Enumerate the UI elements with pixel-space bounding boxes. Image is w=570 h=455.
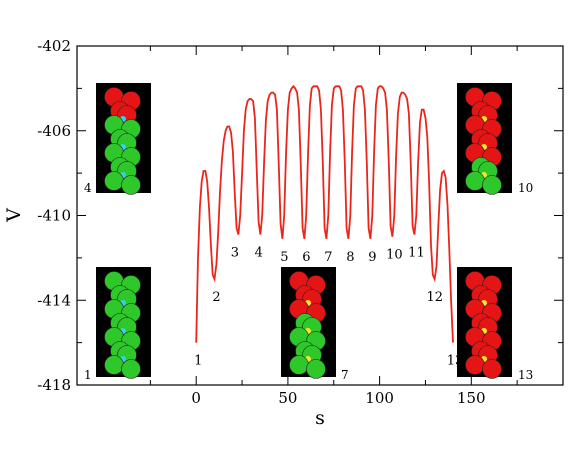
y-tick-label: -410	[37, 207, 71, 225]
atom	[121, 359, 141, 379]
point-label: 11	[408, 246, 425, 261]
point-label: 7	[324, 250, 332, 265]
x-axis-label: s	[315, 407, 325, 429]
point-label: 9	[368, 250, 376, 265]
atom	[482, 175, 502, 195]
inset-label: 10	[518, 181, 533, 195]
atom	[104, 355, 124, 375]
atom	[482, 359, 502, 379]
y-axis-label: V	[3, 208, 25, 223]
molecule-inset: 10	[457, 83, 533, 195]
point-label: 8	[346, 250, 354, 265]
y-tick-label: -402	[37, 37, 71, 55]
point-label: 4	[255, 246, 263, 261]
molecule-insets: 4 101 7 13	[84, 83, 533, 382]
y-tick-label: -418	[37, 376, 71, 394]
molecule-inset: 13	[457, 267, 533, 382]
atom	[104, 171, 124, 191]
atom	[306, 359, 326, 379]
point-label: 12	[427, 290, 444, 305]
inset-label: 1	[84, 368, 92, 382]
axis-ticks: 0 50 100 150 -402 -406 -410 -414 -418	[37, 37, 563, 407]
point-label: 10	[386, 248, 403, 263]
point-label: 2	[212, 290, 220, 305]
point-label: 6	[302, 250, 310, 265]
molecule-inset: 4	[84, 83, 151, 195]
atom	[289, 355, 309, 375]
atom	[465, 171, 485, 191]
x-tick-label: 100	[365, 389, 394, 407]
inset-label: 13	[518, 368, 533, 382]
molecule-inset: 7	[281, 267, 349, 382]
y-tick-label: -406	[37, 122, 71, 140]
energy-curve	[195, 84, 454, 343]
x-tick-label: 0	[191, 389, 201, 407]
inset-label: 4	[84, 181, 92, 195]
inset-label: 7	[341, 368, 349, 382]
x-tick-label: 150	[457, 389, 486, 407]
point-label: 1	[194, 354, 202, 369]
atom	[465, 355, 485, 375]
y-tick-label: -414	[37, 291, 71, 309]
x-tick-label: 50	[278, 389, 297, 407]
molecule-inset: 1	[84, 267, 151, 382]
atom	[121, 175, 141, 195]
point-label: 5	[280, 250, 288, 265]
point-label: 3	[231, 246, 239, 261]
point-label: 13	[447, 354, 464, 369]
